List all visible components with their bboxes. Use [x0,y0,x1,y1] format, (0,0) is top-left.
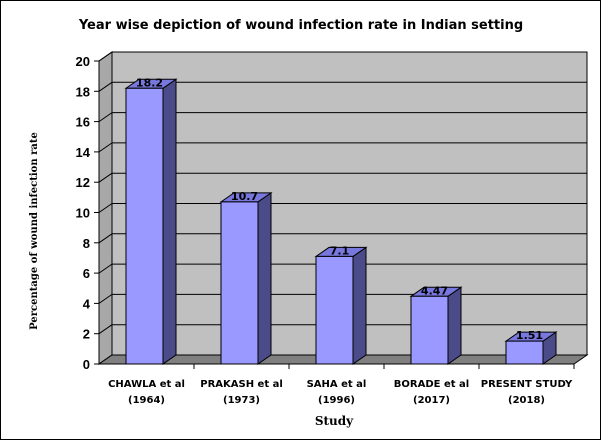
gridline-side [98,142,113,153]
x-tick-label: CHAWLA et al [108,379,185,390]
gridline-side [98,51,113,62]
gridline-side [98,172,113,183]
x-tick-label: (2017) [413,395,450,406]
bar [125,87,164,365]
y-tick-label: 10 [76,206,90,221]
x-tick-label: SAHA et al [307,379,367,390]
x-axis-label: Study [315,414,354,428]
x-tick-label: (1996) [318,395,355,406]
bar [220,201,259,365]
bar-side [352,246,367,365]
gridline-side [98,233,113,244]
x-tick-label: (1964) [128,395,165,406]
gridline-side [98,293,113,304]
plot-area: 0 2 4 6 8 10 12 14 16 18 20 18.2 CHAWLA et al (1964) 1… [76,51,589,406]
y-tick-label: 20 [76,54,90,69]
y-tick-label: 6 [83,266,90,281]
gridline-side [98,203,113,213]
y-tick-label: 16 [76,115,90,130]
bar-side [447,286,462,365]
gridline-side [98,112,113,123]
x-tick-label: (1973) [223,395,260,406]
gridline-side [98,324,113,335]
y-tick-label: 0 [83,357,90,372]
x-tick-label: BORADE et al [394,379,469,390]
data-label: 4.47 [421,284,448,297]
bar [410,295,449,365]
data-label: 7.1 [330,244,350,257]
x-tick-label: (2018) [508,395,545,406]
y-tick-label: 14 [76,145,91,160]
data-label: 18.2 [136,76,163,89]
y-tick-label: 4 [83,296,91,311]
y-tick-label: 18 [76,84,90,99]
data-label: 10.7 [231,190,258,203]
gridline-side [98,81,113,92]
gridline-side [98,263,113,274]
chart-title: Year wise depiction of wound infection r… [78,18,523,33]
y-tick-label: 8 [83,236,90,251]
y-tick-label: 12 [76,175,90,190]
bar [315,255,354,365]
y-tick-label: 2 [83,327,90,342]
bar [505,340,544,365]
data-label: 1.51 [516,329,543,342]
bar-side [257,191,272,365]
x-tick-label: PRAKASH et al [200,379,283,390]
y-axis-label: Percentage of wound infection rate [29,132,40,330]
bar-side [162,78,177,365]
x-tick-label: PRESENT STUDY [481,379,573,390]
